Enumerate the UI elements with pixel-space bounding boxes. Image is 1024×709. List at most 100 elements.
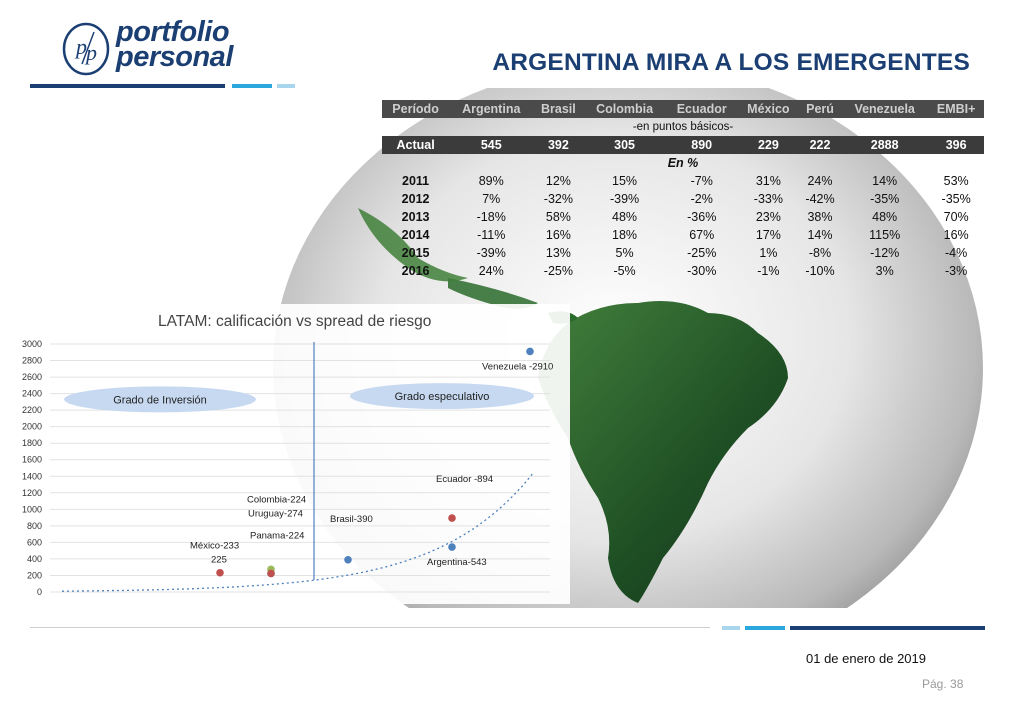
y-axis-ticks: 0 200 400 600 800 1000 1200 1400 1600 1800 2000 220… — [22, 339, 42, 597]
y-tick-label: 1600 — [22, 455, 42, 465]
table-cell: 24% — [807, 174, 833, 188]
table-cell: 7% — [482, 192, 501, 206]
y-tick-label: 1800 — [22, 438, 42, 448]
table-cell: 89% — [478, 174, 504, 188]
table-header: Colombia — [583, 100, 666, 118]
table-header: EMBI+ — [928, 100, 984, 118]
zone-ellipse — [350, 383, 534, 410]
table-cell: 545 — [449, 136, 534, 154]
table-cell: 67% — [689, 228, 715, 242]
table-cell: 31% — [755, 174, 781, 188]
table-cell: 16% — [545, 228, 571, 242]
table-cell: -18% — [476, 210, 506, 224]
page-number: Pág. 38 — [922, 677, 964, 691]
svg-text:p: p — [74, 34, 87, 59]
table-row: 2015 -39% 13% 5% -25% 1% -8% -12% -4% — [382, 244, 984, 262]
table-cell: 24% — [478, 264, 504, 278]
table-cell: 17% — [755, 228, 781, 242]
top-rule-navy — [30, 84, 225, 88]
table-cell: 58% — [545, 210, 571, 224]
table-cell: -39% — [476, 246, 506, 260]
svg-text:p: p — [84, 40, 97, 65]
data-label: 225 — [211, 555, 227, 566]
data-point — [448, 514, 456, 522]
table-cell: 2014 — [401, 228, 430, 242]
table-cell: -30% — [687, 264, 717, 278]
trend-curve — [61, 471, 535, 592]
y-tick-label: 400 — [27, 554, 42, 564]
table-cell: -8% — [808, 246, 832, 260]
data-label: México-233 — [190, 541, 239, 552]
table-cell: 18% — [612, 228, 638, 242]
table-cell: -32% — [543, 192, 573, 206]
table-cell: -25% — [687, 246, 717, 260]
y-tick-label: 2800 — [22, 356, 42, 366]
y-tick-label: 1200 — [22, 488, 42, 498]
table-cell: 229 — [737, 136, 799, 154]
table-cell: 13% — [545, 246, 571, 260]
table-row: 2016 24% -25% -5% -30% -1% -10% 3% -3% — [382, 262, 984, 280]
zone-labels: Grado de Inversión Grado especulativo — [64, 383, 534, 413]
table-cell: 115% — [869, 228, 901, 242]
y-tick-label: 600 — [27, 537, 42, 547]
data-label: Colombia-224 — [247, 494, 306, 505]
data-label: Panama-224 — [250, 530, 304, 541]
table-cell: 890 — [665, 136, 738, 154]
table-cell: 48% — [872, 210, 898, 224]
portfolio-personal-logo: p p — [62, 22, 110, 76]
table-header-row: Período Argentina Brasil Colombia Ecuado… — [382, 100, 984, 118]
report-date: 01 de enero de 2019 — [806, 651, 926, 666]
pct-note: En % — [667, 156, 699, 170]
table-cell: -2% — [690, 192, 713, 206]
chart-grid — [50, 342, 550, 593]
table-cell: -10% — [805, 264, 835, 278]
table-cell: 16% — [943, 228, 969, 242]
table-cell: 70% — [943, 210, 969, 224]
bottom-rule-blue — [745, 626, 785, 630]
table-cell: -42% — [805, 192, 835, 206]
bottom-rule-light — [722, 626, 740, 630]
table-cell: 15% — [612, 174, 638, 188]
table-cell: -11% — [477, 228, 506, 242]
y-tick-label: 2000 — [22, 422, 42, 432]
table-cell: 1% — [759, 246, 778, 260]
data-point — [448, 543, 456, 551]
table-row: 2011 89% 12% 15% -7% 31% 24% 14% 53% — [382, 172, 984, 190]
slide-title: ARGENTINA MIRA A LOS EMERGENTES — [492, 49, 970, 76]
spread-table: Período Argentina Brasil Colombia Ecuado… — [382, 100, 984, 280]
zone-ellipse — [64, 386, 256, 413]
table-row-actual: Actual 545 392 305 890 229 222 2888 396 — [382, 136, 984, 154]
table-cell: 392 — [533, 136, 584, 154]
table-cell: 23% — [755, 210, 781, 224]
table-cell: -33% — [753, 192, 783, 206]
table-cell: 2016 — [401, 264, 430, 278]
table-cell: -39% — [609, 192, 640, 206]
table-cell: -1% — [757, 264, 780, 278]
table-row: 2014 -11% 16% 18% 67% 17% 14% 115% 16% — [382, 226, 984, 244]
table-cell: 222 — [798, 136, 842, 154]
table-cell: 2012 — [401, 192, 430, 206]
table-header: Período — [382, 100, 450, 118]
y-tick-label: 3000 — [22, 339, 42, 349]
table-cell: 3% — [875, 264, 894, 278]
data-point — [344, 555, 352, 564]
y-tick-label: 2400 — [22, 389, 42, 399]
unit-note: -en puntos básicos- — [632, 121, 734, 133]
data-label: Ecuador -894 — [436, 474, 493, 485]
zone-text: Grado especulativo — [395, 391, 490, 403]
table-cell: -4% — [945, 246, 968, 260]
table-cell: 305 — [583, 136, 666, 154]
table-cell: 12% — [545, 174, 571, 188]
table-header: Brasil — [533, 100, 584, 118]
data-label: Uruguay-274 — [248, 508, 303, 519]
trend-line — [61, 471, 535, 592]
latam-scatter-chart: LATAM: calificación vs spread de riesgo … — [10, 304, 570, 604]
chart-title: LATAM: calificación vs spread de riesgo — [158, 313, 431, 330]
table-cell: -35% — [870, 192, 900, 206]
data-label: Venezuela -2910 — [482, 361, 553, 372]
table-row: 2013 -18% 58% 48% -36% 23% 38% 48% 70% — [382, 208, 984, 226]
y-tick-label: 1000 — [22, 504, 42, 514]
y-tick-label: 0 — [37, 587, 42, 597]
table-cell: Actual — [382, 136, 450, 154]
table-header: Argentina — [449, 100, 534, 118]
